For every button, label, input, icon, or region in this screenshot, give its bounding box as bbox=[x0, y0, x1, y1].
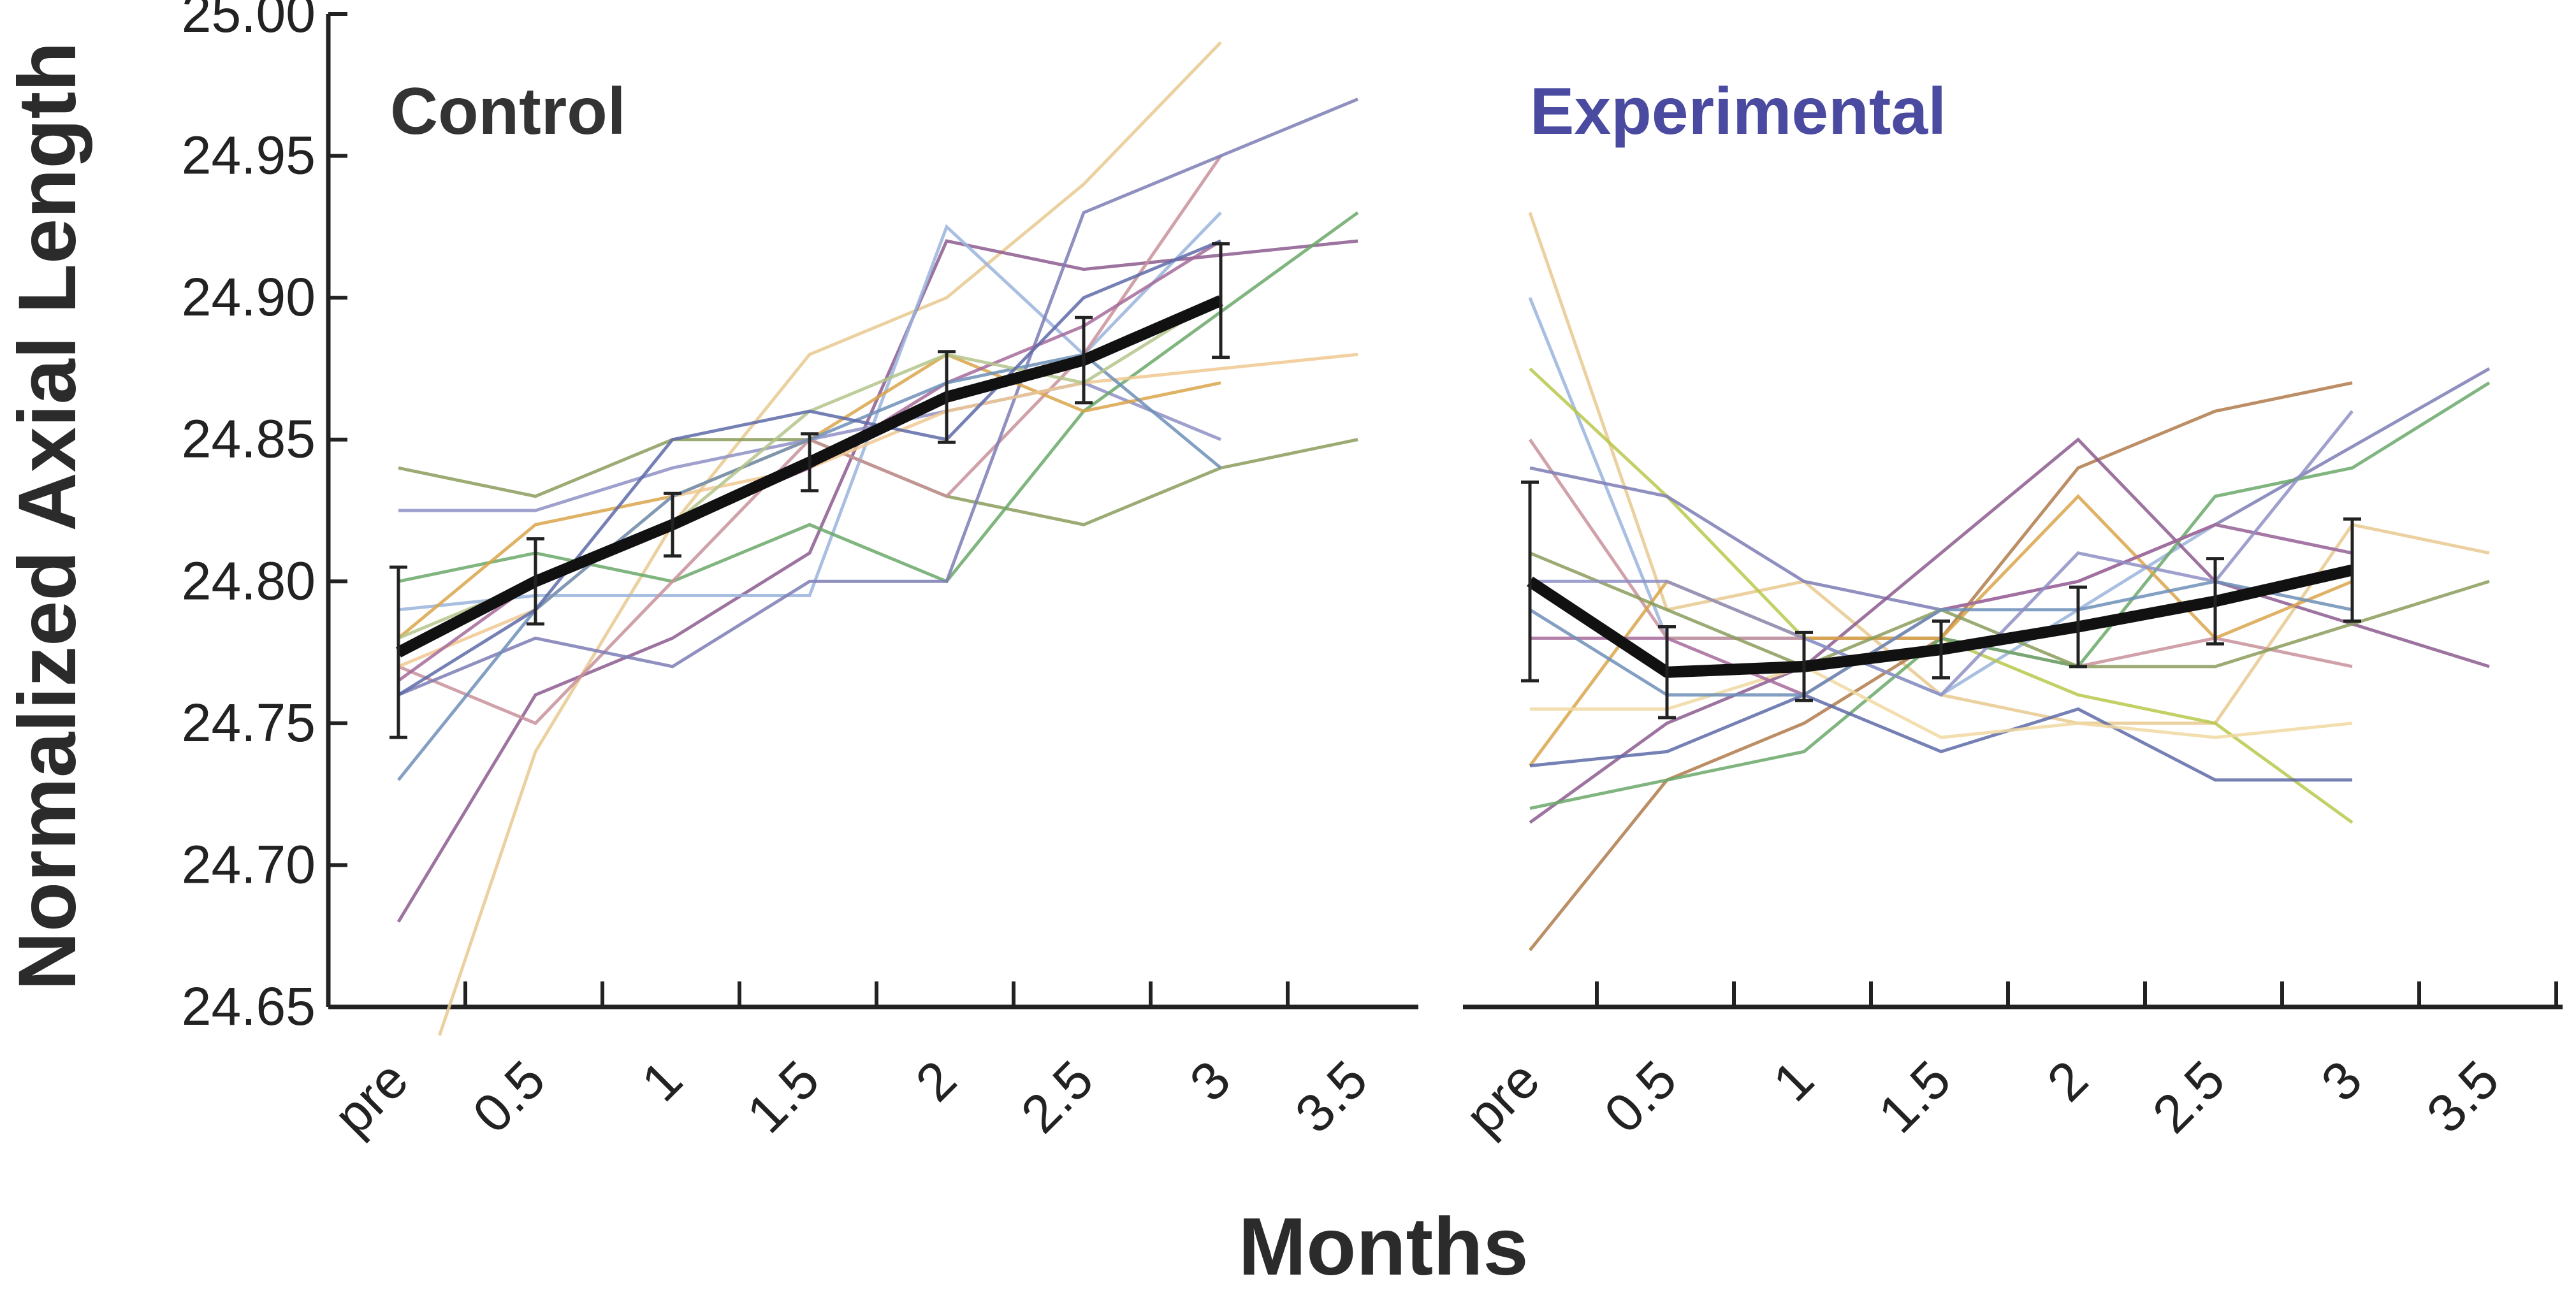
y-tick-label: 25.00 bbox=[182, 0, 316, 43]
x-tick-label: 3 bbox=[2310, 1049, 2373, 1113]
x-tick-label: 1.5 bbox=[1867, 1049, 1962, 1144]
individual-line bbox=[1529, 437, 2490, 824]
y-tick-label: 24.90 bbox=[182, 267, 316, 327]
x-tick-label: 1 bbox=[630, 1049, 694, 1113]
individual-line bbox=[398, 98, 1358, 697]
x-tick-label: 1.5 bbox=[736, 1049, 831, 1144]
individual-line bbox=[438, 41, 1222, 1036]
y-axis: 24.65 24.70 24.75 24.80 24.85 24.90 24.95 25.00 bbox=[182, 0, 347, 1036]
x-tick-label: 3 bbox=[1178, 1049, 1242, 1113]
y-axis-title: Normalized Axial Length bbox=[2, 42, 93, 991]
x-tick-label: 0.5 bbox=[462, 1049, 557, 1144]
y-tick-label: 24.95 bbox=[182, 126, 316, 185]
x-tick-label: 3.5 bbox=[2415, 1049, 2510, 1144]
x-tick-label: 2.5 bbox=[1010, 1049, 1105, 1144]
individual-line bbox=[398, 438, 1358, 526]
x-tick-label: 2 bbox=[2035, 1049, 2099, 1113]
individual-line bbox=[398, 352, 1358, 669]
individual-line bbox=[1528, 212, 2490, 725]
x-tick-label: 2 bbox=[904, 1049, 968, 1113]
y-tick-label: 24.85 bbox=[182, 409, 316, 469]
x-tick-label: 1 bbox=[1761, 1049, 1825, 1113]
individual-line bbox=[1529, 693, 2352, 782]
x-tick-label: 0.5 bbox=[1593, 1049, 1688, 1144]
y-tick-label: 24.75 bbox=[182, 693, 316, 753]
y-tick-label: 24.80 bbox=[182, 551, 316, 611]
individual-line bbox=[1529, 381, 2491, 810]
x-tick-label: pre bbox=[1453, 1049, 1550, 1146]
x-tick-label: 3.5 bbox=[1284, 1049, 1379, 1144]
y-tick-label: 24.65 bbox=[182, 976, 316, 1036]
x-tick-label: pre bbox=[322, 1049, 419, 1146]
x-axis-title: Months bbox=[1239, 1201, 1529, 1292]
panel-title: Control bbox=[390, 75, 626, 148]
individual-line bbox=[397, 239, 1358, 923]
panel-experimental: pre 0.5 1 1.5 2 2.5 3 3.5 Experimental bbox=[1453, 75, 2563, 1147]
y-tick-label: 24.70 bbox=[182, 834, 316, 894]
x-tick-label: 2.5 bbox=[2141, 1049, 2236, 1144]
panel-control: pre 0.5 1 1.5 2 2.5 3 3.5 Control bbox=[322, 41, 1418, 1147]
panel-title: Experimental bbox=[1530, 75, 1946, 148]
